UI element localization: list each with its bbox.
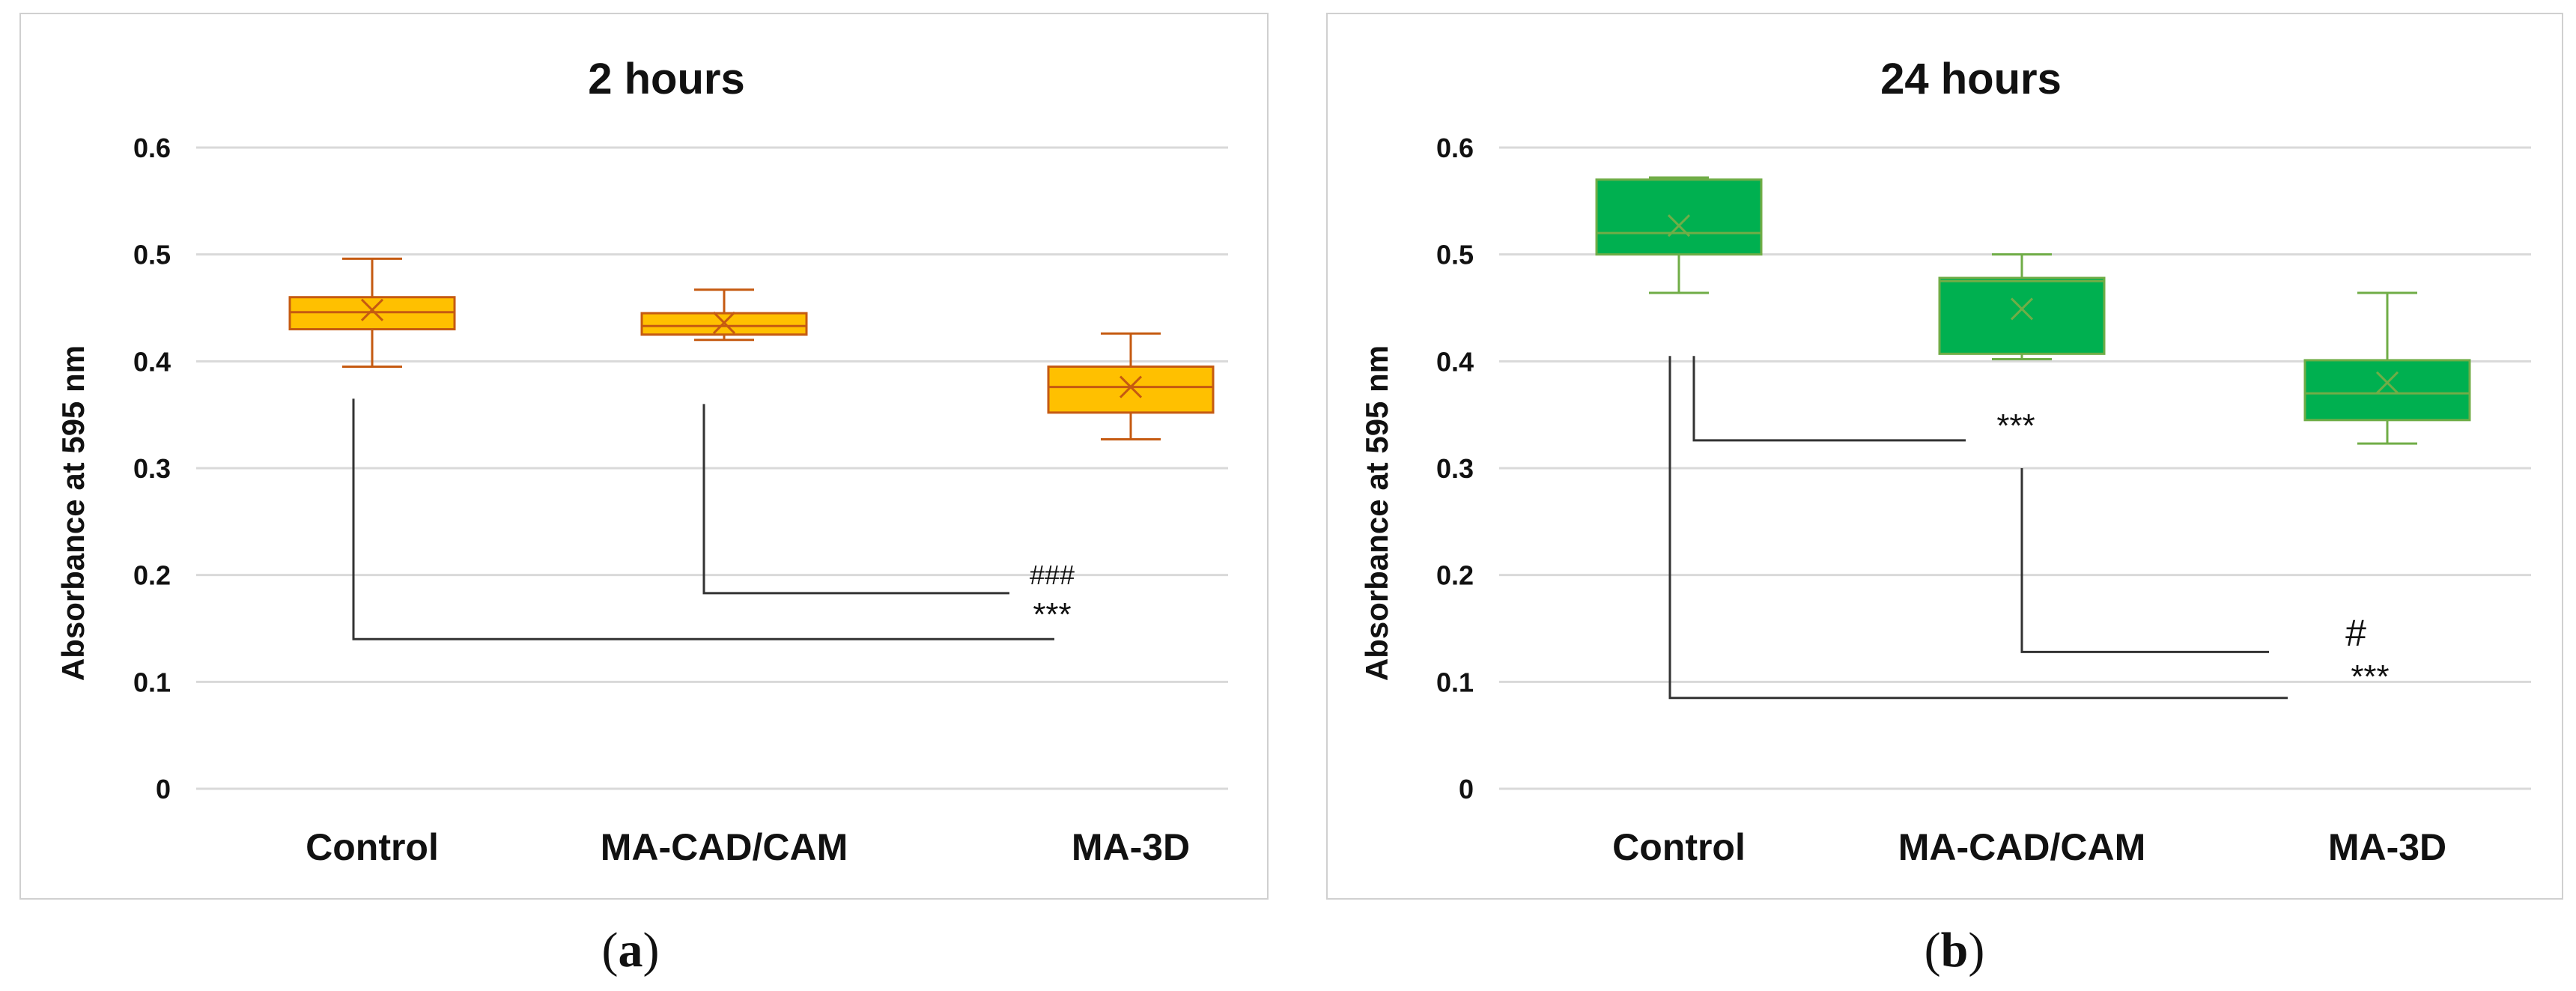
y-tick-labels: 0 0.1 0.2 0.3 0.4 0.5 0.6 <box>1436 133 1474 804</box>
box-control <box>1595 176 1763 294</box>
significance-bracket <box>702 404 1009 595</box>
y-tick-label: 0.5 <box>133 240 171 270</box>
mean-marker <box>1667 214 1691 237</box>
y-tick-label: 0.2 <box>133 560 171 591</box>
panel-label: (b) <box>1925 923 1985 978</box>
significance-label: *** <box>2351 658 2389 695</box>
box-plots <box>288 257 1215 440</box>
x-tick-label: Control <box>306 826 439 868</box>
box-ma-cad-cam <box>1938 253 2106 360</box>
significance-label: *** <box>1033 596 1071 633</box>
y-tick-label: 0.3 <box>133 453 171 484</box>
significance-bracket <box>1692 356 1966 442</box>
box-plots <box>1595 176 2471 445</box>
x-tick-labels: Control MA-CAD/CAM MA-3D <box>1612 826 2446 868</box>
gridlines <box>196 146 1228 790</box>
x-tick-label: MA-CAD/CAM <box>601 826 848 868</box>
y-axis-label: Absorbance at 595 nm <box>55 345 91 681</box>
mean-marker <box>712 311 736 335</box>
box-ma-cad-cam <box>640 288 808 342</box>
box-ma-3d <box>2303 291 2471 445</box>
significance-label: *** <box>1996 407 2035 444</box>
iqr-box <box>2303 359 2471 422</box>
box-ma-3d <box>1047 332 1215 440</box>
y-tick-label: 0.6 <box>133 133 171 163</box>
box-control <box>288 257 456 368</box>
mean-marker <box>360 298 384 321</box>
y-tick-label: 0 <box>1459 774 1474 804</box>
x-tick-label: MA-3D <box>2328 826 2446 868</box>
y-tick-labels: 0 0.1 0.2 0.3 0.4 0.5 0.6 <box>133 133 171 804</box>
significance-bracket <box>1668 356 2288 700</box>
panel-label-letter: a <box>619 923 643 978</box>
mean-marker <box>2010 297 2034 321</box>
iqr-box <box>1047 365 1215 414</box>
x-tick-label: Control <box>1612 826 1746 868</box>
iqr-box <box>1595 178 1763 256</box>
y-tick-label: 0.3 <box>1436 453 1474 484</box>
significance-label: # <box>2345 612 2366 654</box>
iqr-box <box>1938 276 2106 355</box>
significance-label: ### <box>1030 560 1075 590</box>
significance-bracket <box>2020 468 2269 653</box>
chart-title: 24 hours <box>1880 55 2062 103</box>
panel-label: (a) <box>602 923 660 978</box>
chart-frame <box>1326 13 2563 900</box>
y-tick-label: 0.1 <box>1436 667 1474 697</box>
x-tick-label: MA-3D <box>1072 826 1190 868</box>
chart-title: 2 hours <box>588 55 745 103</box>
significance-annotations: ### *** <box>352 398 1075 640</box>
significance-annotations: *** # *** <box>1668 356 2390 700</box>
panel-label-letter: b <box>1941 923 1969 978</box>
chart-frame <box>19 13 1269 900</box>
chart-panel-24-hours: 24 hours Absorbance at 595 nm 0 0.1 0.2 0.3… <box>1326 13 2563 978</box>
y-tick-label: 0.2 <box>1436 560 1474 591</box>
mean-marker <box>2375 371 2399 394</box>
significance-bracket <box>352 398 1054 640</box>
y-tick-label: 0.4 <box>133 346 171 377</box>
chart-panel-2-hours: 2 hours Absorbance at 595 nm 00.10.20.30… <box>19 13 1269 978</box>
y-tick-label: 0 <box>156 774 171 804</box>
y-axis-label: Absorbance at 595 nm <box>1359 345 1394 681</box>
x-tick-labels: Control MA-CAD/CAM MA-3D <box>306 826 1190 868</box>
mean-marker <box>1119 375 1143 398</box>
y-tick-label: 0.4 <box>1436 346 1474 377</box>
y-tick-label: 0.1 <box>133 667 171 697</box>
x-tick-label: MA-CAD/CAM <box>1898 826 2146 868</box>
y-tick-label: 0.6 <box>1436 133 1474 163</box>
y-tick-label: 0.5 <box>1436 240 1474 270</box>
